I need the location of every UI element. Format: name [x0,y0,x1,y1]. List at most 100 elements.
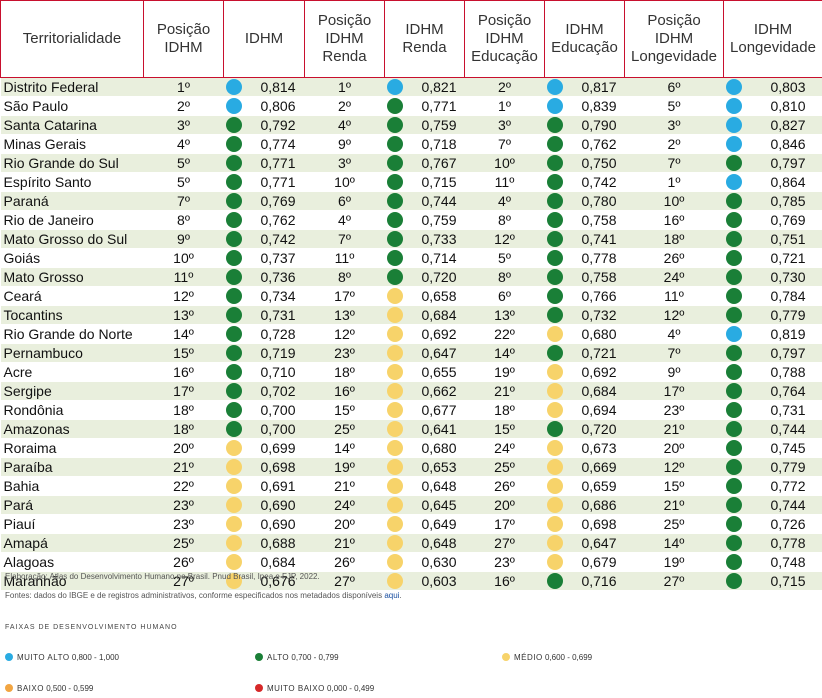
category-dot-icon [225,516,242,532]
category-dot-icon [386,459,403,475]
value-text: 0,767 [421,155,457,171]
muito-alto-dot-icon [5,653,13,661]
value-text: 0,778 [770,535,806,551]
territory-name: Pernambuco [0,343,144,363]
educacao-value: 0,839 [544,96,625,116]
value-text: 0,792 [260,117,296,133]
educacao-value: 0,721 [544,343,625,363]
longevidade-position: 7º [624,153,724,173]
territory-name: Amapá [0,533,144,553]
category-dot-icon [725,326,742,342]
table-row: Sergipe 17º 0,702 16º 0,662 21º 0,684 17º 0,764 [0,381,822,401]
value-text: 0,788 [770,364,806,380]
educacao-position: 8º [464,267,545,287]
idhm-position: 12º [143,286,224,306]
value-text: 0,779 [770,307,806,323]
sources-link[interactable]: aqui [384,591,400,600]
category-dot-icon [546,326,563,342]
column-header: Posição IDHM Educação [464,0,545,78]
category-dot-icon [725,231,742,247]
value-text: 0,731 [770,402,806,418]
renda-value: 0,649 [384,514,465,534]
value-text: 0,771 [421,98,457,114]
renda-value: 0,821 [384,77,465,97]
idhm-position: 18º [143,419,224,439]
value-text: 0,679 [581,554,617,570]
renda-position: 10º [304,172,385,192]
territory-name: Rio Grande do Norte [0,324,144,344]
renda-position: 23º [304,343,385,363]
idhm-position: 5º [143,153,224,173]
educacao-position: 27º [464,533,545,553]
table-row: Tocantins 13º 0,731 13º 0,684 13º 0,732 12º 0,77… [0,305,822,325]
educacao-value: 0,762 [544,134,625,154]
column-header: IDHM Educação [544,0,625,78]
renda-position: 6º [304,191,385,211]
category-dot-icon [225,383,242,399]
table-row: Acre 16º 0,710 18º 0,655 19º 0,692 9º 0,788 [0,362,822,382]
table-row: Mato Grosso 11º 0,736 8º 0,720 8º 0,758 24º 0,73… [0,267,822,287]
category-dot-icon [386,497,403,513]
value-text: 0,715 [770,573,806,589]
territory-name: Rondônia [0,400,144,420]
value-text: 0,758 [581,269,617,285]
renda-value: 0,680 [384,438,465,458]
longevidade-value: 0,715 [723,571,822,591]
value-text: 0,716 [581,573,617,589]
table-row: Bahia 22º 0,691 21º 0,648 26º 0,659 15º 0,772 [0,476,822,496]
category-dot-icon [386,554,403,570]
value-text: 0,720 [581,421,617,437]
longevidade-value: 0,745 [723,438,822,458]
value-text: 0,803 [770,79,806,95]
value-text: 0,817 [581,79,617,95]
category-dot-icon [546,402,563,418]
educacao-value: 0,692 [544,362,625,382]
longevidade-position: 24º [624,267,724,287]
value-text: 0,742 [260,231,296,247]
longevidade-value: 0,785 [723,191,822,211]
longevidade-position: 14º [624,533,724,553]
educacao-position: 16º [464,571,545,591]
category-dot-icon [725,250,742,266]
category-dot-icon [386,573,403,589]
educacao-position: 5º [464,248,545,268]
value-text: 0,728 [260,326,296,342]
idhm-value: 0,702 [223,381,305,401]
value-text: 0,692 [421,326,457,342]
renda-value: 0,714 [384,248,465,268]
idhm-value: 0,700 [223,400,305,420]
category-dot-icon [725,98,742,114]
table-row: Paraíba 21º 0,698 19º 0,653 25º 0,669 12º 0,779 [0,457,822,477]
column-header: IDHM Renda [384,0,465,78]
category-dot-icon [546,212,563,228]
category-dot-icon [225,440,242,456]
category-dot-icon [386,98,403,114]
category-dot-icon [725,402,742,418]
longevidade-value: 0,748 [723,552,822,572]
table-row: Rio Grande do Sul 5º 0,771 3º 0,767 10º 0,750 7… [0,153,822,173]
longevidade-position: 27º [624,571,724,591]
longevidade-position: 15º [624,476,724,496]
table-row: Goiás 10º 0,737 11º 0,714 5º 0,778 26º 0,721 [0,248,822,268]
category-dot-icon [386,155,403,171]
idhm-position: 25º [143,533,224,553]
longevidade-position: 20º [624,438,724,458]
category-dot-icon [386,402,403,418]
idhm-value: 0,734 [223,286,305,306]
category-dot-icon [546,554,563,570]
category-dot-icon [546,155,563,171]
longevidade-position: 11º [624,286,724,306]
value-text: 0,698 [260,459,296,475]
table-row: Rio Grande do Norte 14º 0,728 12º 0,692 22º 0,… [0,324,822,344]
renda-position: 14º [304,438,385,458]
value-text: 0,700 [260,421,296,437]
value-text: 0,780 [581,193,617,209]
category-dot-icon [386,212,403,228]
educacao-value: 0,790 [544,115,625,135]
value-text: 0,744 [770,497,806,513]
category-dot-icon [225,402,242,418]
category-dot-icon [546,478,563,494]
category-dot-icon [225,212,242,228]
idhm-position: 20º [143,438,224,458]
category-dot-icon [386,136,403,152]
